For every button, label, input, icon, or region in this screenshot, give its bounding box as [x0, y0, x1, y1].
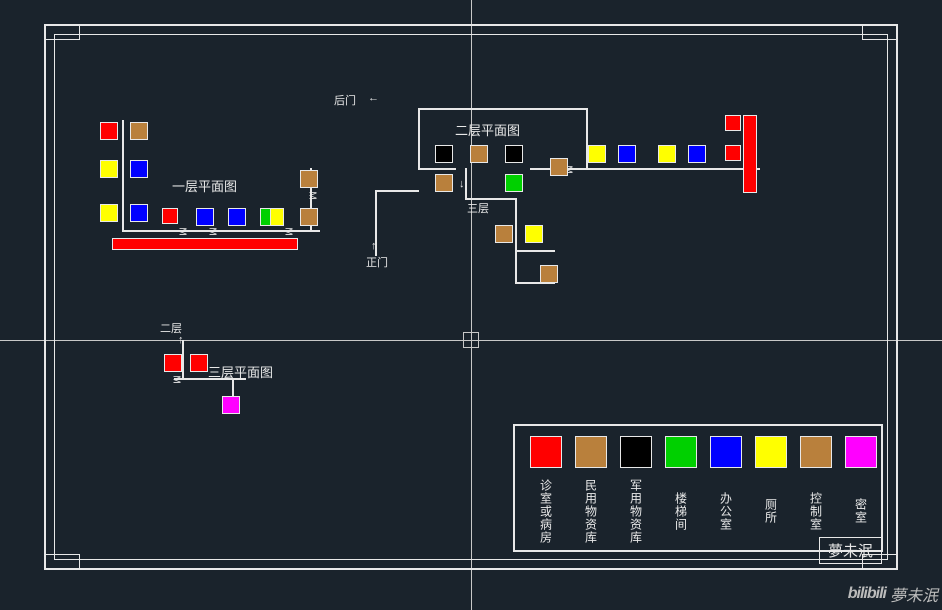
legend-label: 军用物资库: [628, 474, 645, 548]
legend-box: 诊室或病房 民用物资库 军用物资库 楼梯间 办公室 厕所控制室密室: [513, 424, 883, 552]
room-block: [588, 145, 606, 163]
floor2-title: 二层平面图: [455, 120, 520, 139]
legend-swatch: [530, 436, 562, 468]
corridor-line: [122, 120, 124, 232]
room-block: [495, 225, 513, 243]
corner-accent: [44, 554, 80, 570]
room-block: [435, 145, 453, 163]
door-marker: M: [177, 227, 188, 235]
corridor-line: [375, 190, 419, 192]
room-block: [130, 160, 148, 178]
room-block: [743, 115, 757, 193]
legend-label: 楼梯间: [673, 474, 690, 548]
room-block: [525, 225, 543, 243]
legend-label: 厕所: [763, 474, 780, 548]
corridor-line: [515, 250, 555, 252]
room-block: [300, 208, 318, 226]
legend-item: 厕所: [752, 436, 790, 548]
front-door-label: 正门: [366, 254, 388, 270]
corridor-line: [418, 108, 420, 168]
room-block: [725, 115, 741, 131]
legend-item: 民用物资库: [572, 436, 610, 548]
room-block: [228, 208, 246, 226]
corridor-line: [418, 108, 588, 110]
corner-accent: [862, 24, 898, 40]
door-marker: M: [307, 191, 318, 199]
floor3-short-label: 三层: [467, 200, 489, 216]
legend-item: 办公室: [707, 436, 745, 548]
room-block: [130, 204, 148, 222]
legend-item: 密室: [842, 436, 880, 548]
legend-item: 楼梯间: [662, 436, 700, 548]
corridor-line: [515, 198, 517, 284]
corridor-line: [182, 340, 184, 380]
legend-item: 诊室或病房: [527, 436, 565, 548]
legend-swatch: [845, 436, 877, 468]
legend-item: 控制室: [797, 436, 835, 548]
room-block: [688, 145, 706, 163]
floor1-title: 一层平面图: [172, 176, 237, 195]
door-marker: M: [207, 227, 218, 235]
signature: 夢未泯: [819, 537, 882, 564]
room-block: [270, 208, 284, 226]
legend-swatch: [755, 436, 787, 468]
room-block: [100, 204, 118, 222]
room-block: [300, 170, 318, 188]
legend-swatch: [620, 436, 652, 468]
legend-swatch: [800, 436, 832, 468]
watermark-logo: bilibili: [848, 585, 886, 603]
legend-swatch: [665, 436, 697, 468]
room-block: [196, 208, 214, 226]
legend-label: 诊室或病房: [538, 474, 555, 548]
room-block: [470, 145, 488, 163]
room-block: [100, 160, 118, 178]
door-marker: M: [171, 375, 182, 383]
room-block: [435, 174, 453, 192]
legend-item: 军用物资库: [617, 436, 655, 548]
arrow-icon: ↓: [459, 178, 465, 190]
arrow-icon: ←: [368, 92, 379, 104]
legend-swatch: [710, 436, 742, 468]
watermark-text: 夢未泯: [890, 582, 938, 606]
room-block: [130, 122, 148, 140]
room-block: [725, 145, 741, 161]
corridor-line: [465, 168, 467, 200]
room-block: [505, 145, 523, 163]
legend-label: 民用物资库: [583, 474, 600, 548]
floor3-title: 三层平面图: [208, 362, 273, 381]
room-block: [100, 122, 118, 140]
watermark: bilibili 夢未泯: [848, 582, 938, 606]
room-block: [190, 354, 208, 372]
room-block: [658, 145, 676, 163]
corner-accent: [44, 24, 80, 40]
room-block: [222, 396, 240, 414]
room-block: [164, 354, 182, 372]
room-block: [112, 238, 298, 250]
room-block: [505, 174, 523, 192]
room-block: [162, 208, 178, 224]
room-block: [550, 158, 568, 176]
legend-swatch: [575, 436, 607, 468]
legend-label: 办公室: [718, 474, 735, 548]
arrow-icon: ↑: [178, 334, 184, 346]
arrow-icon: ↑: [371, 240, 377, 252]
room-block: [540, 265, 558, 283]
back-door-label: 后门: [334, 92, 356, 108]
door-marker: M: [283, 227, 294, 235]
room-block: [618, 145, 636, 163]
corridor-line: [418, 168, 456, 170]
